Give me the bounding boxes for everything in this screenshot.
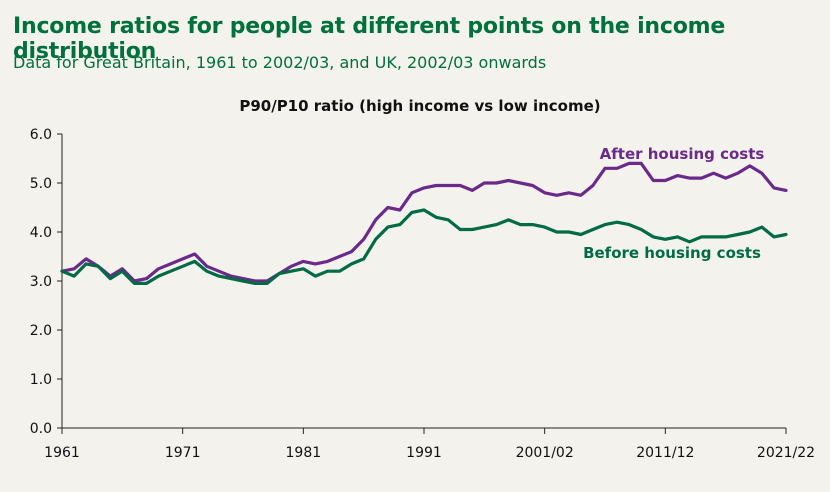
- x-tick-label: 1981: [286, 445, 322, 461]
- x-tick-label: 1961: [44, 445, 80, 461]
- y-tick-label: 5.0: [30, 176, 52, 192]
- x-tick-label: 1971: [165, 445, 201, 461]
- y-tick-label: 1.0: [30, 372, 52, 388]
- series-line-after-housing-costs: [60, 161, 788, 283]
- series-label-after-housing-costs: After housing costs: [600, 145, 765, 163]
- x-tick-label: 2011/12: [636, 445, 694, 461]
- y-tick-label: 4.0: [30, 225, 52, 241]
- page-subtitle: Data for Great Britain, 1961 to 2002/03,…: [13, 53, 547, 72]
- y-tick-label: 2.0: [30, 323, 52, 339]
- chart-title: P90/P10 ratio (high income vs low income…: [239, 97, 600, 115]
- y-tick-label: 3.0: [30, 274, 52, 290]
- page-title: Income ratios for people at different po…: [13, 14, 726, 64]
- y-tick-label: 6.0: [30, 127, 52, 143]
- x-tick-label: 2001/02: [516, 445, 574, 461]
- series-layer: [60, 161, 788, 285]
- y-tick-label: 0.0: [30, 421, 52, 437]
- axes: 0.0 1.0 2.0 3.0 4.0 5.0 6.0 1961 1971 1981 1991 200…: [30, 127, 815, 461]
- series-label-before-housing-costs: Before housing costs: [583, 244, 761, 262]
- x-tick-label: 2021/22: [757, 445, 815, 461]
- series-line-before-housing-costs: [60, 208, 788, 285]
- x-tick-label: 1991: [406, 445, 442, 461]
